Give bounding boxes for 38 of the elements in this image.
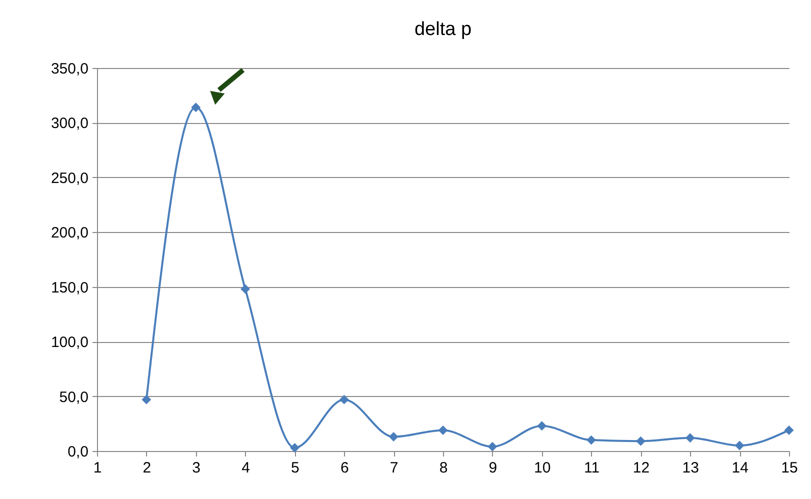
y-tick-label: 100,0 xyxy=(50,334,88,352)
point xyxy=(240,284,250,294)
y-tick-label: 350,0 xyxy=(50,60,88,78)
point xyxy=(290,442,300,452)
x-tick-label: 11 xyxy=(584,460,600,476)
point xyxy=(636,436,646,446)
point xyxy=(339,394,349,404)
x-tick-label: 14 xyxy=(732,460,748,476)
point xyxy=(685,433,695,443)
y-tick-label: 200,0 xyxy=(50,224,88,242)
y-tick-label: 150,0 xyxy=(50,279,88,296)
x-tick-label: 10 xyxy=(534,460,551,476)
x-tick-label: 15 xyxy=(781,460,798,476)
x-tick-label: 1 xyxy=(93,460,102,476)
x-tick-label: 2 xyxy=(142,460,152,476)
point xyxy=(784,425,794,435)
x-tick-label: 9 xyxy=(488,460,498,476)
x-tick-label: 3 xyxy=(192,460,201,476)
y-tick-label: 50,0 xyxy=(59,388,88,406)
chart-title: delta p xyxy=(414,19,472,40)
x-tick-label: 13 xyxy=(682,460,699,476)
point xyxy=(734,440,744,450)
x-tick-label: 8 xyxy=(439,460,448,476)
point xyxy=(537,421,547,431)
x-tick-label: 12 xyxy=(632,460,650,476)
point xyxy=(142,394,152,404)
x-tick-label: 5 xyxy=(291,460,300,476)
point xyxy=(488,442,498,452)
x-tick-label: 4 xyxy=(242,460,250,476)
y-tick-label: 300,0 xyxy=(50,115,88,132)
point xyxy=(191,102,201,112)
y-tick-label: 0,0 xyxy=(68,444,88,460)
x-tick-label: 7 xyxy=(390,460,398,476)
point xyxy=(586,435,596,445)
point xyxy=(438,425,448,435)
point xyxy=(388,432,398,442)
y-tick-label: 250,0 xyxy=(50,170,88,187)
x-tick-label: 6 xyxy=(340,460,349,476)
